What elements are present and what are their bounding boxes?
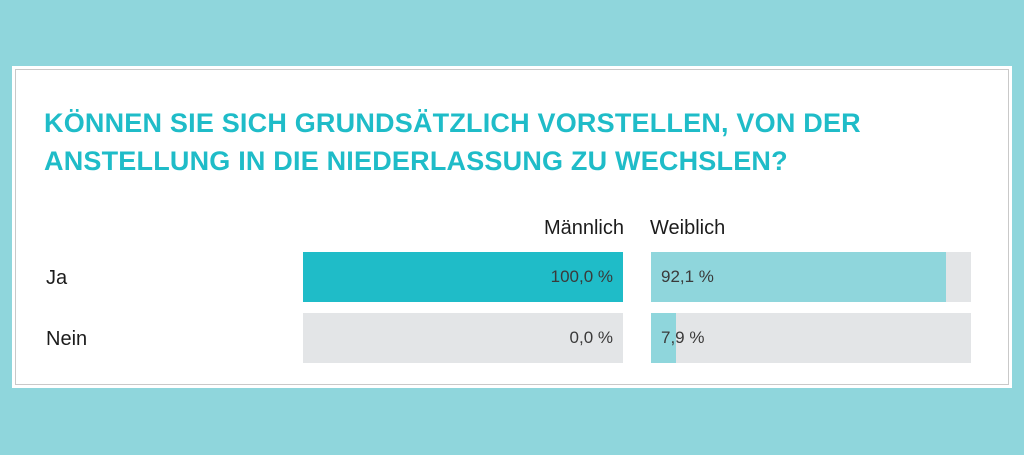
data-label-nein-weiblich: 7,9 % bbox=[661, 328, 705, 347]
card-border bbox=[15, 69, 1009, 385]
row-label-nein: Nein bbox=[46, 328, 88, 350]
bar-track-ja-weiblich: 92,1 % bbox=[651, 252, 971, 302]
data-label-ja-maennlich: 100,0 % bbox=[550, 267, 613, 286]
column-header-maennlich: Männlich bbox=[543, 217, 624, 239]
chart-title: KÖNNEN SIE SICH GRUNDSÄTZLICH VORSTELLEN… bbox=[44, 108, 861, 176]
column-header-weiblich: Weiblich bbox=[650, 217, 726, 239]
row-label-ja: Ja bbox=[46, 267, 68, 289]
data-label-nein-maennlich: 0,0 % bbox=[569, 328, 613, 347]
chart-card: KÖNNEN SIE SICH GRUNDSÄTZLICH VORSTELLEN… bbox=[12, 66, 1012, 388]
bar-track-nein-weiblich: 7,9 % bbox=[651, 313, 971, 363]
bar-ja-maennlich bbox=[303, 252, 623, 302]
bar-track-ja-maennlich: 100,0 % bbox=[303, 252, 623, 302]
bar-track-nein-maennlich: 0,0 % bbox=[303, 313, 623, 363]
bar-ja-weiblich bbox=[651, 252, 946, 302]
data-label-ja-weiblich: 92,1 % bbox=[661, 267, 714, 286]
bar-nein-weiblich bbox=[651, 313, 677, 363]
